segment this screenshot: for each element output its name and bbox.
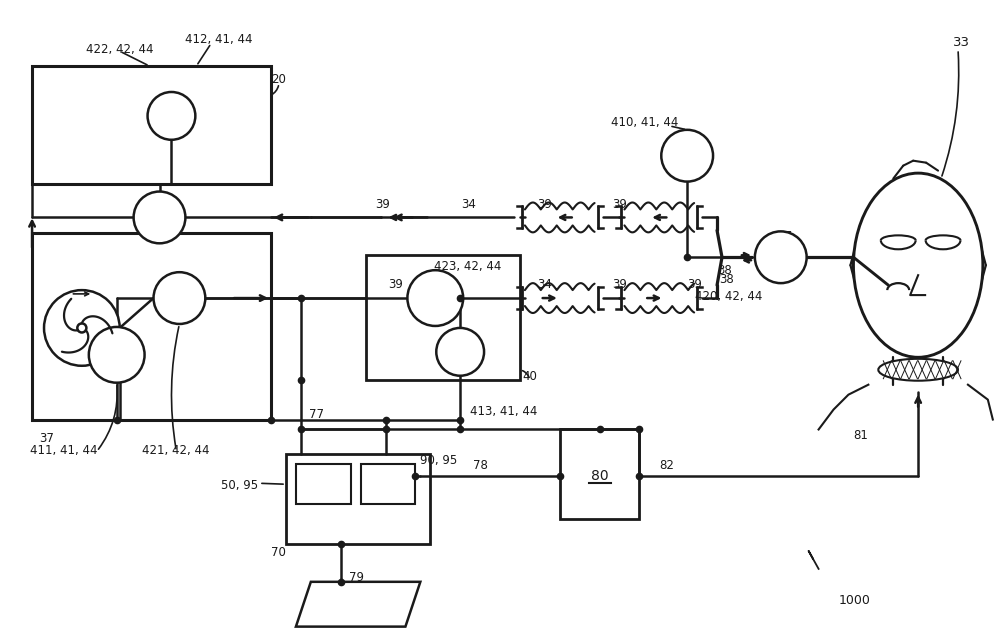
Circle shape — [44, 290, 120, 366]
Circle shape — [436, 328, 484, 375]
Text: 77: 77 — [309, 408, 324, 421]
Text: 1000: 1000 — [839, 593, 870, 607]
Text: 412, 41, 44: 412, 41, 44 — [185, 33, 253, 46]
Text: 82: 82 — [659, 459, 674, 472]
Circle shape — [77, 323, 86, 333]
Text: $P_{insp}$: $P_{insp}$ — [104, 346, 130, 364]
Text: 423, 42, 44: 423, 42, 44 — [434, 260, 502, 273]
Text: 37: 37 — [39, 432, 54, 445]
Circle shape — [134, 192, 185, 243]
Text: $\dot{V}_{exp}$: $\dot{V}_{exp}$ — [147, 207, 172, 227]
Bar — [560, 430, 639, 519]
Text: 34: 34 — [537, 278, 552, 291]
Circle shape — [755, 231, 807, 283]
Text: 39: 39 — [687, 278, 702, 291]
Text: 20: 20 — [271, 73, 286, 86]
Text: $P_{pat}$: $P_{pat}$ — [676, 147, 699, 164]
Text: 40: 40 — [522, 370, 537, 383]
Text: 38: 38 — [720, 273, 734, 286]
Bar — [361, 464, 415, 504]
Text: 79: 79 — [349, 571, 364, 584]
Bar — [286, 454, 430, 544]
Circle shape — [661, 130, 713, 181]
Circle shape — [89, 327, 145, 382]
Bar — [32, 66, 271, 183]
Bar — [32, 233, 271, 420]
Text: $P_{exp}$: $P_{exp}$ — [148, 112, 171, 129]
Text: 422, 42, 44: 422, 42, 44 — [86, 43, 153, 56]
Text: 39: 39 — [612, 198, 627, 210]
Text: 410, 41, 44: 410, 41, 44 — [611, 116, 678, 129]
Text: 34: 34 — [461, 198, 476, 210]
Text: 39: 39 — [388, 278, 403, 291]
Text: 50, 95: 50, 95 — [221, 479, 258, 492]
Text: 33: 33 — [953, 37, 970, 49]
Circle shape — [407, 270, 463, 326]
Text: 71: 71 — [343, 597, 359, 610]
Polygon shape — [296, 582, 420, 627]
Text: 81: 81 — [853, 430, 868, 442]
Text: 411, 41, 44: 411, 41, 44 — [30, 444, 98, 457]
Text: 421, 42, 44: 421, 42, 44 — [142, 444, 209, 457]
Text: 70: 70 — [271, 546, 286, 559]
Bar — [296, 464, 351, 504]
Text: 35: 35 — [778, 231, 793, 243]
Text: 90, 95: 90, 95 — [420, 454, 458, 467]
Circle shape — [148, 92, 195, 140]
Text: 413, 41, 44: 413, 41, 44 — [470, 404, 538, 418]
Text: $\dot{V}_{pat}$: $\dot{V}_{pat}$ — [769, 247, 793, 268]
Text: 39: 39 — [537, 198, 552, 210]
Text: $\dot{V}_{insp}$: $\dot{V}_{insp}$ — [422, 288, 449, 308]
Text: $P_{insp}$: $P_{insp}$ — [448, 343, 472, 360]
Text: 420, 42, 44: 420, 42, 44 — [695, 290, 763, 303]
Text: 39: 39 — [375, 198, 390, 210]
Text: 80: 80 — [591, 469, 608, 483]
Text: 39: 39 — [612, 278, 627, 291]
Circle shape — [154, 272, 205, 324]
Ellipse shape — [878, 359, 958, 381]
Text: 38: 38 — [718, 264, 732, 277]
Text: $\dot{V}_{insp}$: $\dot{V}_{insp}$ — [166, 288, 193, 308]
Text: 78: 78 — [473, 459, 488, 472]
Ellipse shape — [853, 173, 983, 357]
Bar — [366, 255, 520, 380]
